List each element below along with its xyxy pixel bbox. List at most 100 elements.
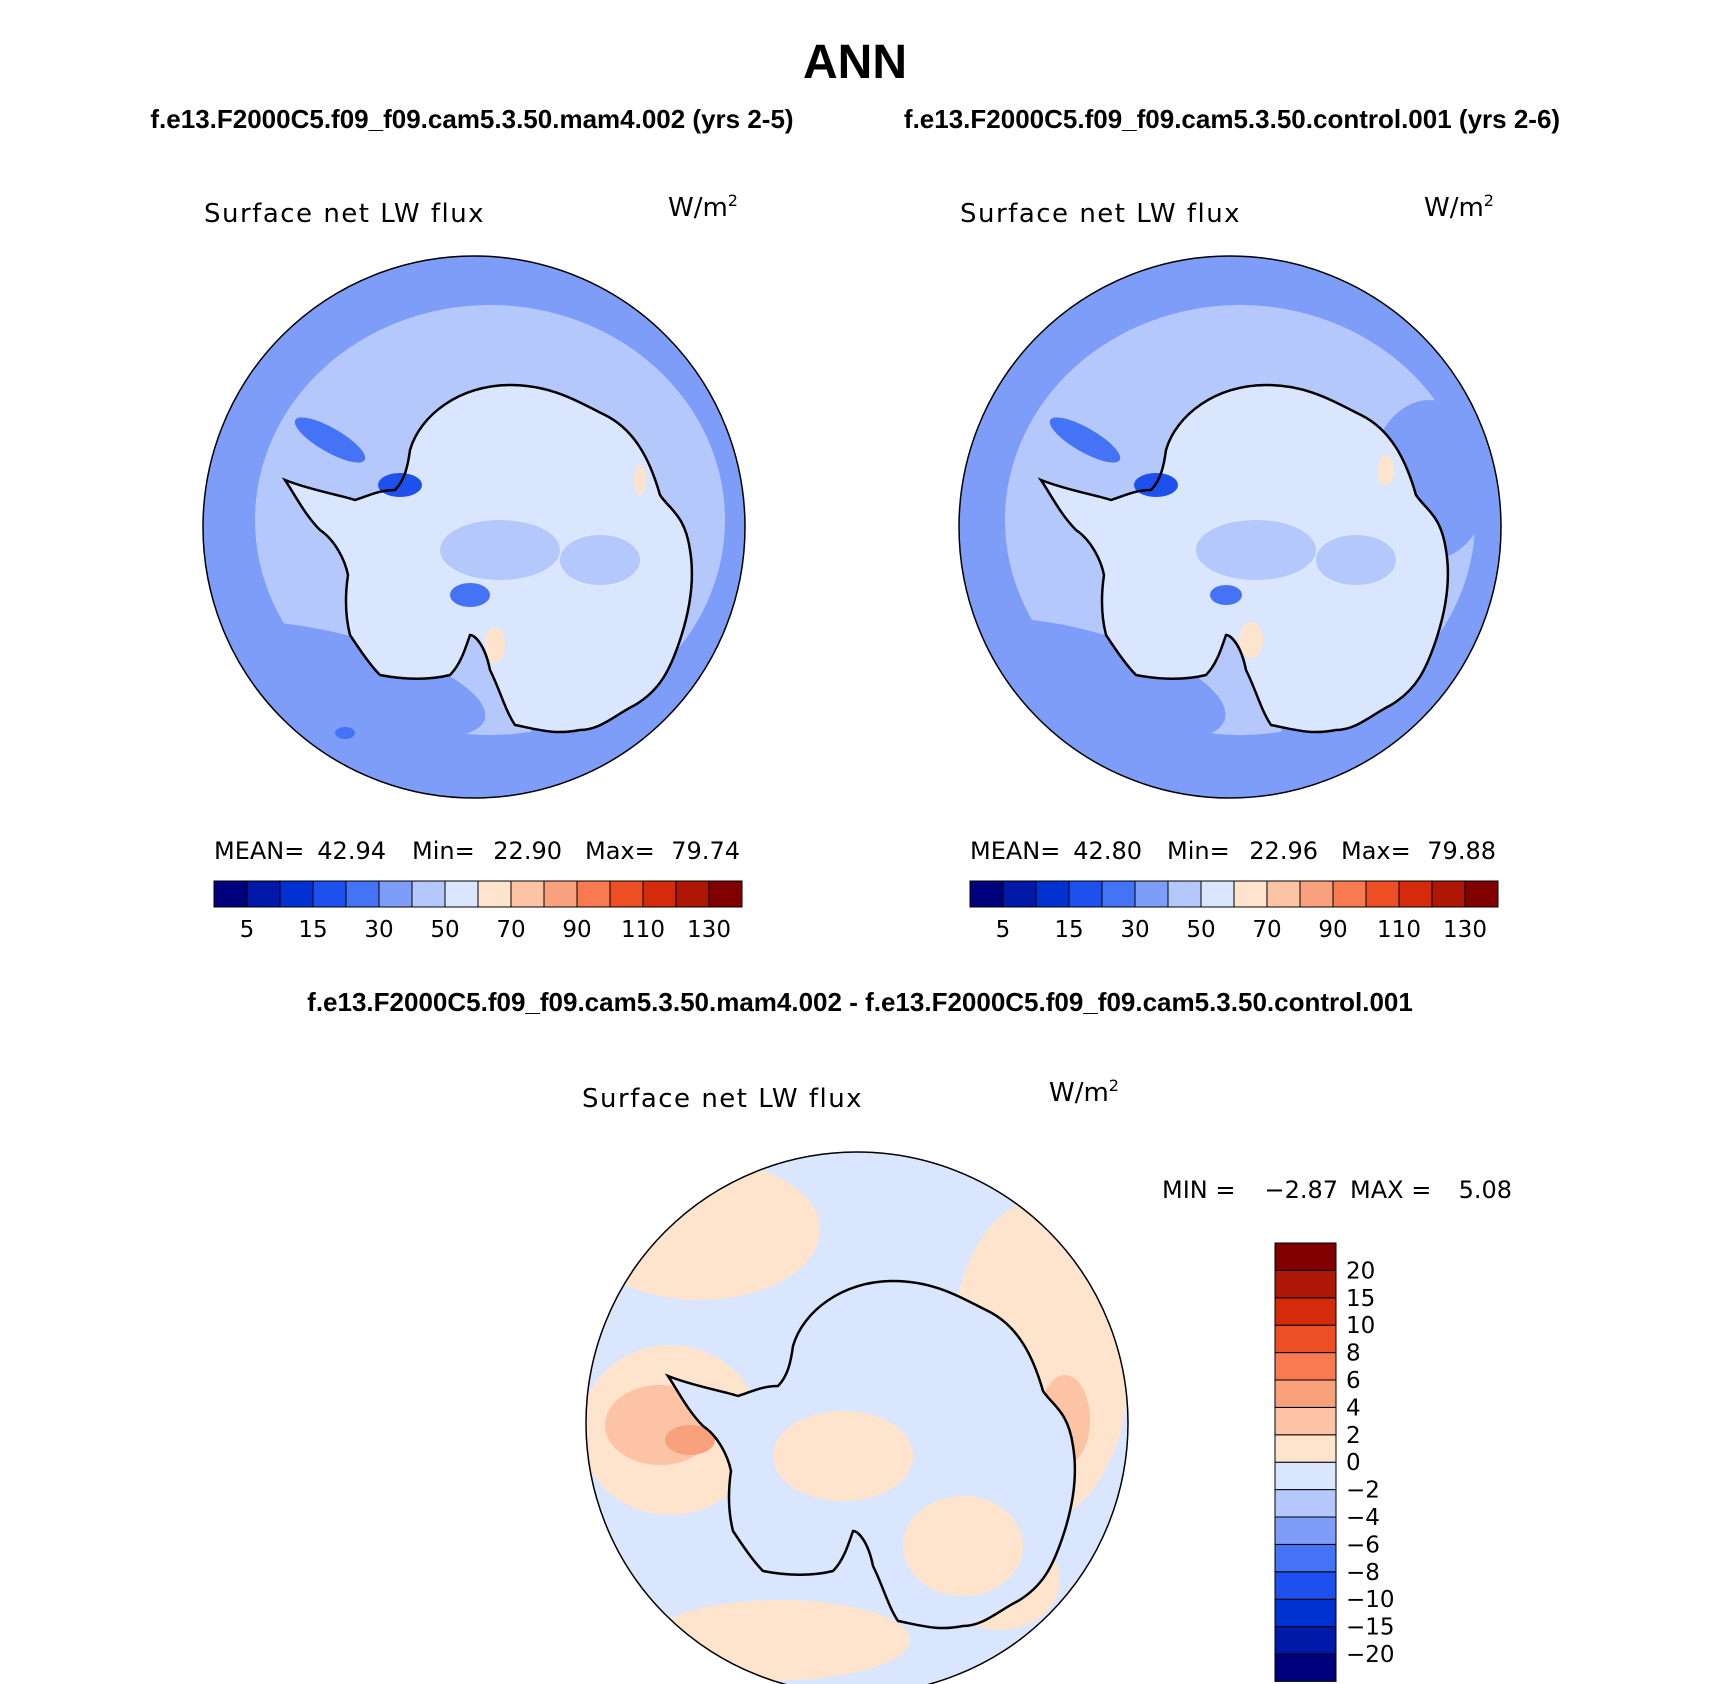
colorbar-diff-swatch (1274, 1543, 1337, 1573)
svg-text:79.88: 79.88 (1427, 837, 1496, 865)
colorbar-control-tick-label: 90 (1318, 917, 1347, 943)
colorbar-control-swatch (1068, 880, 1103, 908)
svg-text:MEAN=: MEAN= (214, 837, 304, 865)
colorbar-diff-swatch (1274, 1626, 1337, 1655)
stats-test: MEAN= 42.94 Min= 22.90 Max= 79.74 (214, 837, 740, 865)
colorbar-test-swatch (543, 880, 578, 908)
stats-control: MEAN= 42.80 Min= 22.96 Max= 79.88 (970, 837, 1496, 865)
colorbar-diff-swatch (1274, 1242, 1337, 1271)
colorbar-test-swatch (708, 880, 743, 908)
colorbar-control-swatch (1134, 880, 1169, 908)
colorbar-control-swatch (1233, 880, 1268, 908)
colorbar-test-tick-label: 5 (240, 917, 255, 943)
colorbar-diff-tick-label: 6 (1346, 1368, 1361, 1394)
colorbar-control-swatch (1299, 880, 1334, 908)
svg-text:MEAN=: MEAN= (970, 837, 1060, 865)
colorbar-diff-tick-label: 15 (1346, 1286, 1375, 1312)
map-diff (586, 1152, 1128, 1684)
colorbar-diff-swatch (1274, 1516, 1337, 1545)
colorbar-control-swatch (969, 880, 1004, 908)
panel-test-units: W/m2 (668, 191, 738, 223)
colorbar-diff-swatch (1274, 1379, 1337, 1408)
map-test-boundary (202, 255, 746, 799)
svg-text:−2.87: −2.87 (1264, 1176, 1338, 1204)
panel-test-variable: Surface net LW flux (204, 199, 485, 229)
colorbar-diff-tick-label: 10 (1346, 1313, 1375, 1339)
colorbar-test-swatch (642, 880, 677, 908)
colorbar-test-tick-label: 130 (687, 917, 731, 943)
colorbar-control-tick-label: 5 (996, 917, 1011, 943)
panel-control-units: W/m2 (1424, 191, 1494, 223)
colorbar-diff-swatch (1274, 1352, 1337, 1381)
svg-text:MIN =: MIN = (1162, 1176, 1235, 1204)
svg-text:22.90: 22.90 (493, 837, 562, 865)
diff-title: f.e13.F2000C5.f09_f09.cam5.3.50.mam4.002… (307, 987, 1413, 1017)
svg-text:42.80: 42.80 (1073, 837, 1142, 865)
colorbar-test-tick-label: 70 (496, 917, 525, 943)
colorbar-control-swatch (1266, 880, 1301, 908)
svg-text:5.08: 5.08 (1459, 1176, 1512, 1204)
colorbar-diff-tick-label: 8 (1346, 1341, 1361, 1367)
colorbar-test-tick-label: 90 (562, 917, 591, 943)
colorbar-diff-tick-label: −4 (1346, 1505, 1380, 1531)
colorbar-diff-swatch (1274, 1269, 1337, 1299)
colorbar-diff-swatch (1274, 1461, 1337, 1491)
colorbar-diff-tick-label: −20 (1346, 1642, 1395, 1668)
panel-test: Surface net LW flux W/m2 MEAN= 42. (202, 191, 746, 943)
svg-text:MAX =: MAX = (1350, 1176, 1431, 1204)
diff-minmax: MIN = −2.87 MAX = 5.08 (1162, 1176, 1512, 1204)
colorbar-diff-tick-label: −8 (1346, 1560, 1380, 1586)
map-diff-boundary (585, 1151, 1129, 1684)
colorbar-diff-swatch (1274, 1571, 1337, 1600)
colorbar-control-swatch (1464, 880, 1499, 908)
svg-text:Max=: Max= (1341, 837, 1411, 865)
colorbar-diff-tick-label: −10 (1346, 1587, 1395, 1613)
svg-text:79.74: 79.74 (671, 837, 740, 865)
svg-text:22.96: 22.96 (1249, 837, 1318, 865)
colorbar-diff-tick-label: 20 (1346, 1258, 1375, 1284)
panel-control-variable: Surface net LW flux (960, 199, 1241, 229)
svg-text:Max=: Max= (585, 837, 655, 865)
colorbar-control-tick-label: 110 (1377, 917, 1421, 943)
colorbar-control-swatch (1002, 880, 1037, 908)
colorbar-diff-swatch (1274, 1297, 1337, 1326)
figure-title: ANN (803, 36, 907, 89)
panel-diff-variable: Surface net LW flux (582, 1084, 863, 1114)
colorbar-control-tick-label: 70 (1252, 917, 1281, 943)
svg-text:Min=: Min= (1167, 837, 1230, 865)
colorbar-test-swatch (675, 880, 710, 908)
colorbar-diff-tick-label: 0 (1346, 1450, 1361, 1476)
colorbar-diff-swatch (1274, 1324, 1337, 1354)
colorbar-control-tick-label: 30 (1120, 917, 1149, 943)
colorbar-diff-swatch (1274, 1406, 1337, 1436)
colorbar-test-tick-label: 15 (298, 917, 327, 943)
colorbar-test: 5 15 30 50 70 90 110 130 (213, 880, 743, 943)
colorbar-control: 5 15 30 50 70 90 110 130 (969, 880, 1499, 943)
colorbar-test-swatch (345, 880, 380, 908)
colorbar-test-swatch (477, 880, 512, 908)
colorbar-test-swatch (609, 880, 644, 908)
colorbar-test-swatch (279, 880, 314, 908)
map-control (959, 256, 1501, 798)
colorbar-test-swatch (576, 880, 611, 908)
colorbar-diff-tick-label: −6 (1346, 1532, 1380, 1558)
colorbar-test-tick-label: 30 (364, 917, 393, 943)
colorbar-test-swatch (444, 880, 479, 908)
colorbar-test-swatch (246, 880, 281, 908)
map-test (203, 256, 745, 798)
colorbar-test-swatch (378, 880, 413, 908)
colorbar-control-tick-label: 50 (1186, 917, 1215, 943)
colorbar-control-swatch (1398, 880, 1433, 908)
colorbar-diff-tick-label: −15 (1346, 1615, 1395, 1641)
case-subtitle-right: f.e13.F2000C5.f09_f09.cam5.3.50.control.… (904, 104, 1560, 134)
colorbar-test-tick-label: 50 (430, 917, 459, 943)
svg-text:42.94: 42.94 (317, 837, 386, 865)
colorbar-test-swatch (213, 880, 248, 908)
colorbar-diff-swatch (1274, 1489, 1337, 1518)
colorbar-test-swatch (312, 880, 347, 908)
colorbar-control-swatch (1101, 880, 1136, 908)
map-control-boundary (958, 255, 1502, 799)
colorbar-control-swatch (1365, 880, 1400, 908)
panel-diff: Surface net LW flux W/m2 MIN = −2.8 (582, 1076, 1512, 1684)
